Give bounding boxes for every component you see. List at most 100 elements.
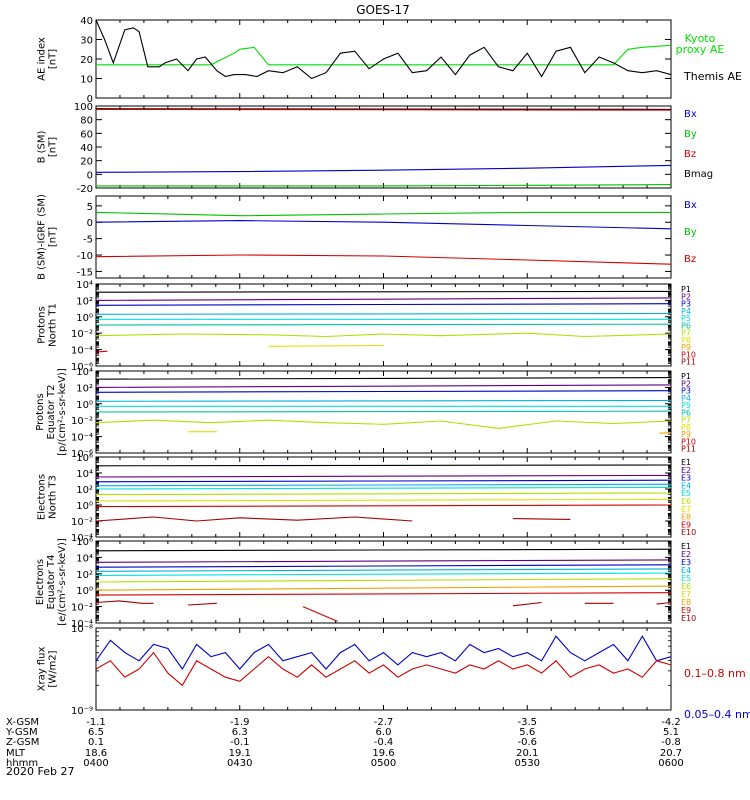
- legend-entry: P8: [681, 423, 691, 432]
- legend-entry: P5: [681, 314, 691, 323]
- y-axis-label: AE index: [37, 37, 48, 81]
- y-axis-label: [nT]: [48, 49, 59, 69]
- series-line: [96, 578, 671, 583]
- y-tick-label: -15: [77, 267, 93, 278]
- legend-entry: P3: [681, 387, 691, 396]
- legend-entry: E4: [681, 481, 691, 490]
- legend-entry: P8: [681, 336, 691, 345]
- ephemeris-value: 5.6: [519, 727, 535, 738]
- y-tick-label: 10²: [76, 570, 93, 581]
- legend-entry: P7: [681, 416, 691, 425]
- legend-entry: proxy AE: [676, 43, 725, 56]
- legend-entry: E9: [681, 520, 691, 529]
- y-axis-label: B (SM): [37, 130, 48, 163]
- legend-entry: E8: [681, 513, 691, 522]
- legend-entry: P9: [681, 343, 691, 352]
- y-tick-label: 40: [80, 16, 93, 27]
- y-tick-label: 10⁻²: [71, 603, 93, 614]
- ephemeris-value: 0530: [515, 758, 540, 769]
- y-axis-label: [p/(cm²-s-sr-keV)]: [57, 368, 68, 456]
- legend-entry: E3: [681, 558, 691, 567]
- legend-entry: E7: [681, 590, 691, 599]
- y-tick-label: 0: [87, 94, 93, 105]
- ephemeris-value: -4.2: [661, 717, 681, 728]
- series-line: [96, 220, 671, 230]
- ephemeris-value: 0430: [227, 758, 252, 769]
- ephemeris-row-label: Y-GSM: [5, 727, 38, 738]
- series-line: [96, 548, 671, 552]
- legend-entry: P1: [681, 372, 691, 381]
- y-axis-label: [W/m2]: [48, 650, 59, 687]
- legend-entry: P9: [681, 430, 691, 439]
- y-tick-label: 10²: [76, 485, 93, 496]
- series-line: [96, 399, 671, 402]
- y-tick-label: 80: [80, 116, 93, 127]
- legend-entry: E6: [681, 497, 691, 506]
- series-line: [96, 297, 671, 301]
- y-tick-label: 10⁻⁶: [71, 362, 93, 373]
- y-tick-label: 10⁻⁴: [71, 533, 93, 544]
- y-tick-label: 10⁶: [76, 537, 93, 548]
- series-line: [96, 483, 671, 487]
- ephemeris-value: 19.6: [372, 748, 394, 759]
- y-tick-label: 10: [80, 75, 93, 86]
- series-line: [96, 568, 671, 572]
- series-line: [96, 350, 108, 353]
- ephemeris-value: -0.4: [374, 737, 394, 748]
- legend-entry: E8: [681, 598, 691, 607]
- series-line: [96, 108, 671, 110]
- series-line: [96, 20, 671, 80]
- y-axis-label: Equator T4: [46, 555, 57, 610]
- legend-entry: E10: [681, 614, 696, 623]
- series-line: [96, 410, 671, 413]
- legend-entry: E7: [681, 505, 691, 514]
- y-axis-label: [nT]: [48, 137, 59, 157]
- y-axis-label: Xray flux: [37, 647, 48, 692]
- ephemeris-value: 18.6: [85, 748, 107, 759]
- y-tick-label: 10⁻⁶: [71, 449, 93, 460]
- ephemeris-row-label: hhmm: [6, 758, 38, 769]
- y-tick-label: 10⁻⁴: [71, 619, 93, 630]
- y-tick-label: -5: [83, 235, 93, 246]
- legend-entry: P1: [681, 285, 691, 294]
- y-tick-label: 10⁻⁴: [71, 433, 93, 444]
- y-tick-label: 20: [80, 55, 93, 66]
- series-line: [96, 498, 671, 502]
- legend-entry: P2: [681, 292, 691, 301]
- legend-entry: P4: [681, 307, 691, 316]
- series-line: [96, 651, 671, 687]
- legend-entry: P6: [681, 408, 691, 417]
- legend-entry: E5: [681, 574, 691, 583]
- series-line: [96, 323, 671, 326]
- ephemeris-value: 19.1: [229, 748, 251, 759]
- ephemeris-row-label: Z-GSM: [6, 737, 39, 748]
- legend-entry: E2: [681, 550, 691, 559]
- legend-entry: P11: [681, 445, 696, 454]
- y-axis-label: Protons: [37, 306, 48, 343]
- series-line: [96, 592, 671, 596]
- ephemeris-value: -0.1: [230, 737, 250, 748]
- ephemeris-value: -1.1: [86, 717, 106, 728]
- legend-entry: E1: [681, 542, 691, 551]
- series-line: [96, 486, 671, 490]
- panel-2: -20 0 20 40 60 80 100 B (SM) [nT] Bx By Bz Bmag: [37, 102, 714, 195]
- y-tick-label: 10⁰: [76, 501, 93, 512]
- series-line: [96, 108, 671, 111]
- y-tick-label: 10⁰: [76, 313, 93, 324]
- series-line: [268, 344, 384, 347]
- y-tick-label: 10⁰: [76, 400, 93, 411]
- series-line: [656, 601, 671, 605]
- panel-8: 10⁻⁹ 10⁻⁸ Xray flux [W/m2] 0.1–0.8 nm 0.05–0.…: [37, 624, 750, 721]
- series-line: [96, 479, 671, 483]
- y-tick-label: 10⁻⁹: [71, 706, 93, 717]
- y-tick-label: 10⁴: [76, 280, 93, 291]
- legend-entry: P3: [681, 300, 691, 309]
- series-line: [96, 164, 671, 173]
- y-axis-label: B (SM)-IGRF (SM): [37, 194, 48, 280]
- ephemeris-value: 5.1: [663, 727, 679, 738]
- panel-frame: [95, 456, 672, 538]
